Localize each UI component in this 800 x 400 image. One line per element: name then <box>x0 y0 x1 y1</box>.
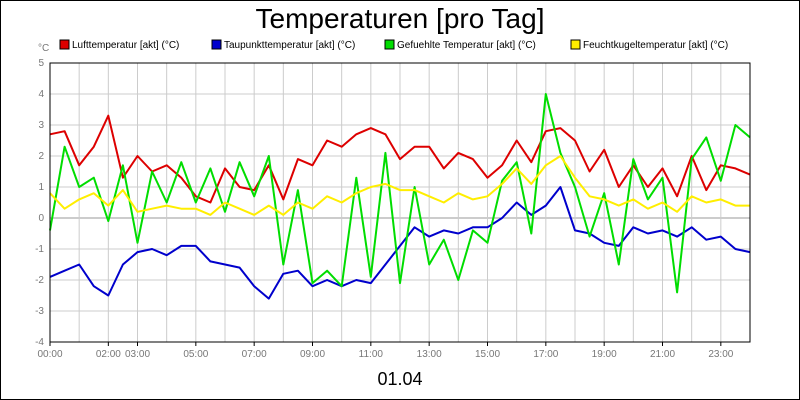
y-tick-label: -4 <box>35 337 44 348</box>
legend: Lufttemperatur [akt] (°C) Taupunkttempera… <box>59 39 728 51</box>
legend-label: Feuchtkugeltemperatur [akt] (°C) <box>583 40 728 51</box>
y-tick-label: 0 <box>38 213 44 224</box>
x-tick-label: 21:00 <box>650 349 675 360</box>
legend-swatch <box>570 39 581 50</box>
series-line-2 <box>49 186 751 300</box>
series-line-3 <box>49 93 751 294</box>
x-tick-label: 13:00 <box>417 349 442 360</box>
x-tick-label: 03:00 <box>125 349 150 360</box>
chart-title: Temperaturen [pro Tag] <box>256 3 545 34</box>
date-label: 01.04 <box>377 369 422 389</box>
legend-label: Lufttemperatur [akt] (°C) <box>72 40 179 51</box>
x-tick-label: 00:00 <box>37 349 62 360</box>
x-tick-label: 11:00 <box>359 349 384 360</box>
x-tick-label: 19:00 <box>592 349 617 360</box>
legend-swatch <box>211 39 222 50</box>
legend-label: Taupunkttemperatur [akt] (°C) <box>224 40 355 51</box>
x-tick-label: 05:00 <box>183 349 208 360</box>
x-tick-label: 07:00 <box>242 349 267 360</box>
y-tick-label: 2 <box>38 151 44 162</box>
x-tick-label: 23:00 <box>708 349 733 360</box>
x-tick-label: 09:00 <box>300 349 325 360</box>
legend-label: Gefuehlte Temperatur [akt] (°C) <box>397 40 536 51</box>
series-group <box>49 93 751 300</box>
y-tick-label: 3 <box>38 120 44 131</box>
x-tick-label: 15:00 <box>475 349 500 360</box>
legend-swatch <box>59 39 70 50</box>
y-tick-label: -1 <box>35 244 44 255</box>
y-tick-label: -2 <box>35 275 44 286</box>
y-tick-label: 1 <box>38 182 44 193</box>
y-tick-label: 4 <box>38 89 44 100</box>
x-tick-label: 17:00 <box>533 349 558 360</box>
y-axis-ticks: -4 -3 -2 -1 0 1 2 3 4 5 <box>35 58 44 348</box>
x-tick-label: 02:00 <box>96 349 121 360</box>
y-tick-label: -3 <box>35 306 44 317</box>
y-unit-label: °C <box>38 43 49 54</box>
y-tick-label: 5 <box>38 58 44 69</box>
x-axis-ticks: 00:00 02:00 03:00 05:00 07:00 09:00 11:00 13:00… <box>37 342 734 360</box>
gridlines <box>50 63 750 342</box>
plot-border <box>49 62 751 343</box>
legend-swatch <box>384 39 395 50</box>
series-line-4 <box>49 155 750 216</box>
